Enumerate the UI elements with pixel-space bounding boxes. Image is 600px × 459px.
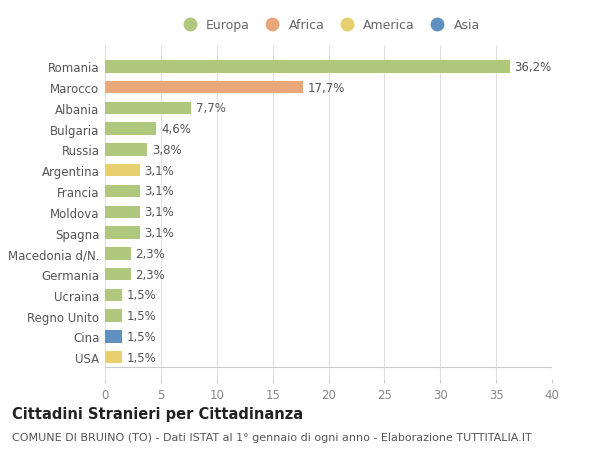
Text: 1,5%: 1,5% bbox=[126, 351, 156, 364]
Bar bbox=[105, 227, 140, 239]
Text: 7,7%: 7,7% bbox=[196, 102, 226, 115]
Bar bbox=[105, 144, 148, 157]
Text: 3,1%: 3,1% bbox=[144, 227, 174, 240]
Text: 36,2%: 36,2% bbox=[514, 61, 551, 74]
Text: 2,3%: 2,3% bbox=[135, 268, 165, 281]
Text: 1,5%: 1,5% bbox=[126, 309, 156, 322]
Text: 2,3%: 2,3% bbox=[135, 247, 165, 260]
Text: 1,5%: 1,5% bbox=[126, 289, 156, 302]
Text: Cittadini Stranieri per Cittadinanza: Cittadini Stranieri per Cittadinanza bbox=[12, 406, 303, 421]
Bar bbox=[105, 61, 509, 73]
Bar bbox=[105, 247, 131, 260]
Bar bbox=[105, 289, 122, 302]
Bar bbox=[105, 82, 303, 94]
Text: 1,5%: 1,5% bbox=[126, 330, 156, 343]
Text: 3,1%: 3,1% bbox=[144, 206, 174, 219]
Bar bbox=[105, 123, 157, 135]
Bar bbox=[105, 102, 191, 115]
Text: 17,7%: 17,7% bbox=[307, 82, 344, 95]
Bar bbox=[105, 165, 140, 177]
Bar bbox=[105, 351, 122, 364]
Text: COMUNE DI BRUINO (TO) - Dati ISTAT al 1° gennaio di ogni anno - Elaborazione TUT: COMUNE DI BRUINO (TO) - Dati ISTAT al 1°… bbox=[12, 432, 532, 442]
Bar bbox=[105, 206, 140, 218]
Bar bbox=[105, 310, 122, 322]
Bar bbox=[105, 330, 122, 343]
Legend: Europa, Africa, America, Asia: Europa, Africa, America, Asia bbox=[177, 19, 480, 32]
Text: 4,6%: 4,6% bbox=[161, 123, 191, 136]
Bar bbox=[105, 185, 140, 198]
Bar bbox=[105, 268, 131, 280]
Text: 3,1%: 3,1% bbox=[144, 185, 174, 198]
Text: 3,1%: 3,1% bbox=[144, 164, 174, 177]
Text: 3,8%: 3,8% bbox=[152, 144, 182, 157]
